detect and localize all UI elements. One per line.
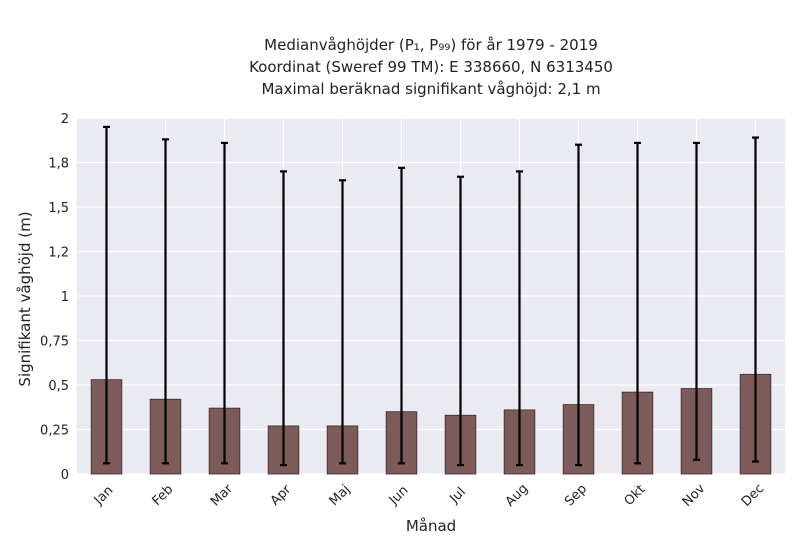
error-bars (103, 125, 759, 467)
y-axis-label: Signifikant våghöjd (m) (16, 211, 34, 386)
y-tick-label: 0 (61, 468, 69, 483)
x-tick-label: Sep (562, 482, 590, 510)
y-axis-ticks: 0 0,25 0,5 0,75 1 1,2 1,5 1,8 2 (40, 112, 69, 483)
x-tick-label: Jul (446, 485, 468, 507)
y-tick-label: 0,75 (40, 335, 69, 350)
chart-title-line-3: Maximal beräknad signifikant våghöjd: 2,… (261, 80, 601, 98)
y-tick-label: 0,5 (48, 379, 69, 394)
x-tick-label: Apr (268, 482, 295, 509)
y-tick-label: 1,8 (48, 157, 69, 172)
x-tick-label: Maj (327, 482, 354, 509)
x-axis-label: Månad (406, 517, 456, 535)
x-tick-label: Mar (208, 481, 236, 509)
y-tick-label: 0,25 (40, 424, 69, 439)
x-tick-label: Jun (386, 483, 412, 509)
y-tick-label: 1,5 (48, 201, 69, 216)
x-tick-label: Dec (739, 481, 767, 509)
x-tick-label: Aug (503, 481, 532, 510)
chart-title: Medianvåghöjder (P₁, P₉₉) för år 1979 - … (0, 34, 800, 100)
x-tick-label: Feb (150, 482, 177, 509)
y-tick-label: 1 (61, 290, 69, 305)
x-axis-ticks: Jan Feb Mar Apr Maj Jun Jul Aug Sep Okt Nov Dec (91, 481, 767, 510)
x-tick-label: Jan (91, 483, 116, 508)
chart-title-line-2: Koordinat (Sweref 99 TM): E 338660, N 63… (249, 58, 613, 76)
x-tick-label: Okt (622, 482, 649, 509)
x-tick-label: Nov (680, 481, 709, 510)
y-tick-label: 1,2 (48, 246, 69, 261)
chart-title-line-1: Medianvåghöjder (P₁, P₉₉) för år 1979 - … (264, 36, 598, 54)
y-tick-label: 2 (61, 112, 69, 127)
